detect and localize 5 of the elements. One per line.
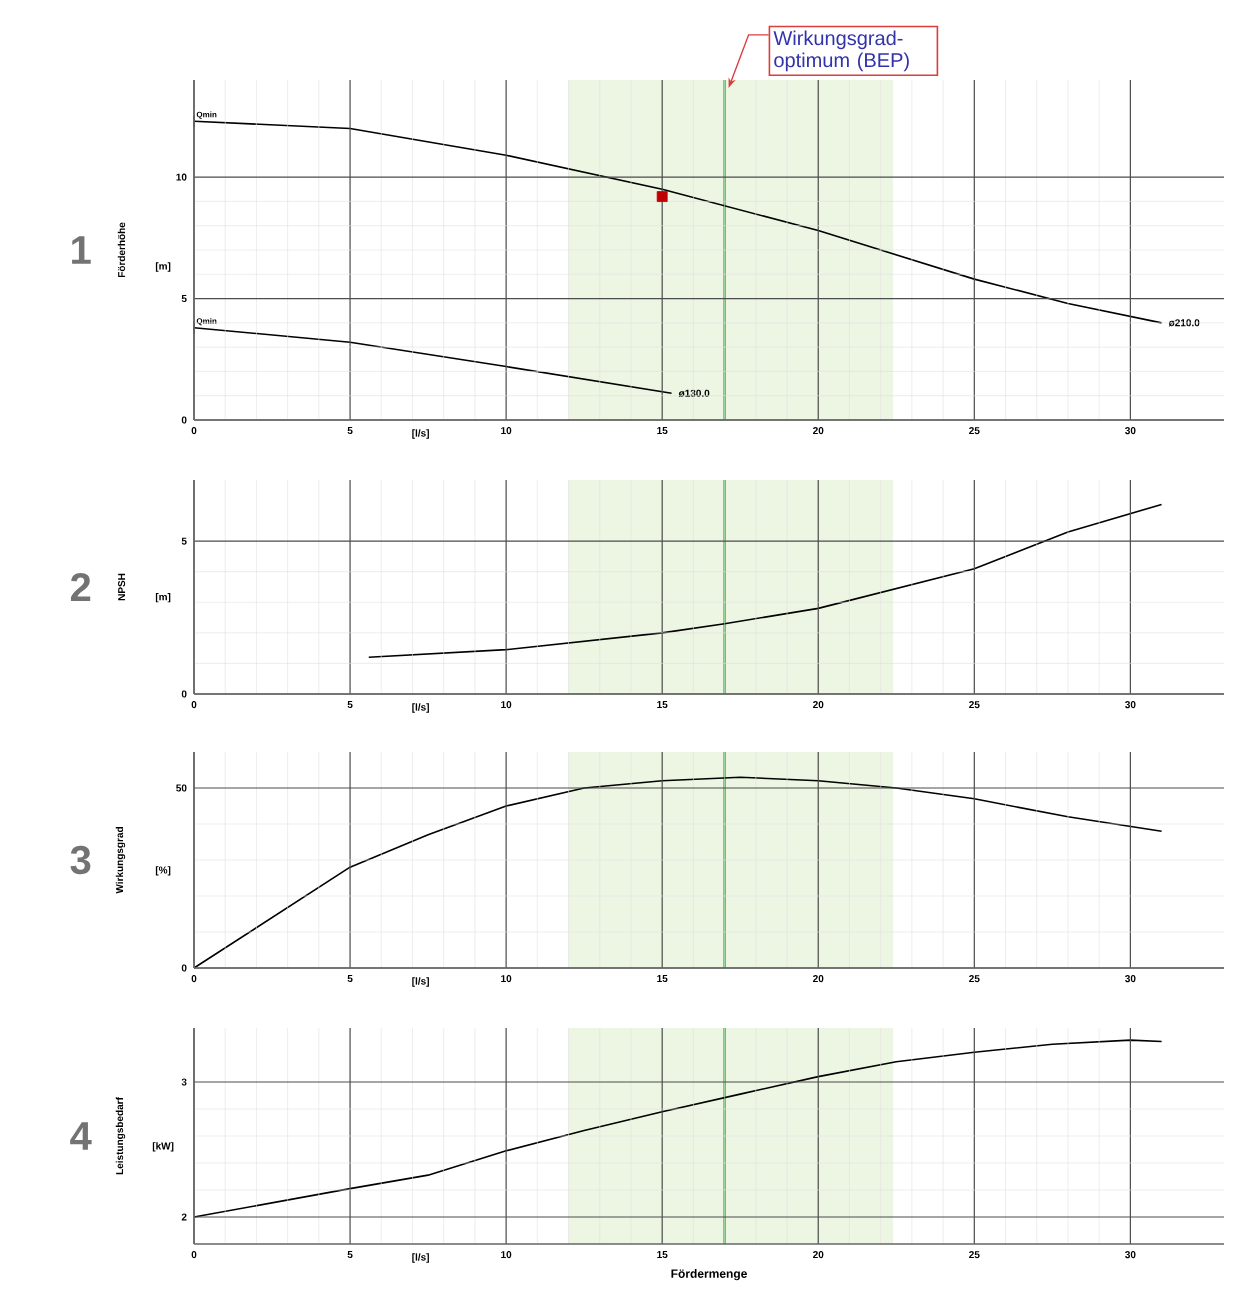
text: 1	[72, 236, 91, 264]
text: 2	[70, 573, 91, 601]
text: 4	[70, 1122, 92, 1150]
ref-line-label: Wirkungsgrad-optimum (BEP)	[773, 30, 909, 72]
text: 3	[70, 845, 91, 875]
